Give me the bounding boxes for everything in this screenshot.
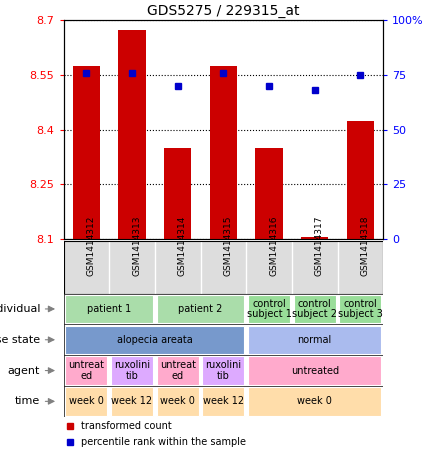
Text: GSM1414312: GSM1414312 bbox=[86, 216, 95, 276]
Bar bbox=[111, 357, 153, 385]
Text: untreated: untreated bbox=[291, 366, 339, 376]
Bar bbox=[118, 29, 146, 239]
Text: untreat
ed: untreat ed bbox=[160, 360, 196, 381]
Text: GSM1414314: GSM1414314 bbox=[178, 216, 187, 276]
Text: patient 1: patient 1 bbox=[87, 304, 131, 314]
Bar bbox=[73, 66, 100, 239]
Bar bbox=[202, 387, 244, 415]
Text: agent: agent bbox=[8, 366, 40, 376]
Text: GSM1414317: GSM1414317 bbox=[315, 215, 324, 276]
Text: GSM1414316: GSM1414316 bbox=[269, 215, 278, 276]
Bar bbox=[248, 295, 290, 323]
Bar bbox=[164, 148, 191, 239]
Text: normal: normal bbox=[297, 335, 332, 345]
Text: percentile rank within the sample: percentile rank within the sample bbox=[81, 437, 246, 447]
Bar bbox=[294, 295, 336, 323]
Bar bbox=[248, 387, 381, 415]
Text: week 0: week 0 bbox=[160, 396, 195, 406]
Bar bbox=[65, 326, 244, 354]
Bar bbox=[65, 295, 153, 323]
Text: week 0: week 0 bbox=[297, 396, 332, 406]
Text: transformed count: transformed count bbox=[81, 421, 172, 431]
Text: control
subject 1: control subject 1 bbox=[247, 299, 292, 319]
Bar bbox=[202, 357, 244, 385]
Text: control
subject 2: control subject 2 bbox=[292, 299, 337, 319]
Text: GSM1414315: GSM1414315 bbox=[223, 215, 233, 276]
Bar bbox=[157, 357, 199, 385]
Text: individual: individual bbox=[0, 304, 40, 314]
Text: ruxolini
tib: ruxolini tib bbox=[205, 360, 241, 381]
Bar bbox=[210, 66, 237, 239]
Bar bbox=[339, 295, 381, 323]
Text: untreat
ed: untreat ed bbox=[68, 360, 104, 381]
Text: ruxolini
tib: ruxolini tib bbox=[114, 360, 150, 381]
Text: time: time bbox=[15, 396, 40, 406]
Bar bbox=[248, 357, 381, 385]
Text: patient 2: patient 2 bbox=[178, 304, 223, 314]
Bar bbox=[65, 357, 107, 385]
Text: control
subject 3: control subject 3 bbox=[338, 299, 383, 319]
Bar bbox=[255, 148, 283, 239]
Text: GSM1414313: GSM1414313 bbox=[132, 215, 141, 276]
Text: alopecia areata: alopecia areata bbox=[117, 335, 193, 345]
Text: week 0: week 0 bbox=[69, 396, 104, 406]
Text: week 12: week 12 bbox=[203, 396, 244, 406]
Text: disease state: disease state bbox=[0, 335, 40, 345]
Bar bbox=[301, 237, 328, 239]
Bar bbox=[248, 326, 381, 354]
Bar bbox=[347, 120, 374, 239]
Bar bbox=[111, 387, 153, 415]
Text: week 12: week 12 bbox=[111, 396, 152, 406]
Bar bbox=[65, 387, 107, 415]
Bar bbox=[157, 387, 199, 415]
Bar bbox=[157, 295, 244, 323]
Text: GSM1414318: GSM1414318 bbox=[360, 215, 369, 276]
Title: GDS5275 / 229315_at: GDS5275 / 229315_at bbox=[147, 4, 300, 18]
